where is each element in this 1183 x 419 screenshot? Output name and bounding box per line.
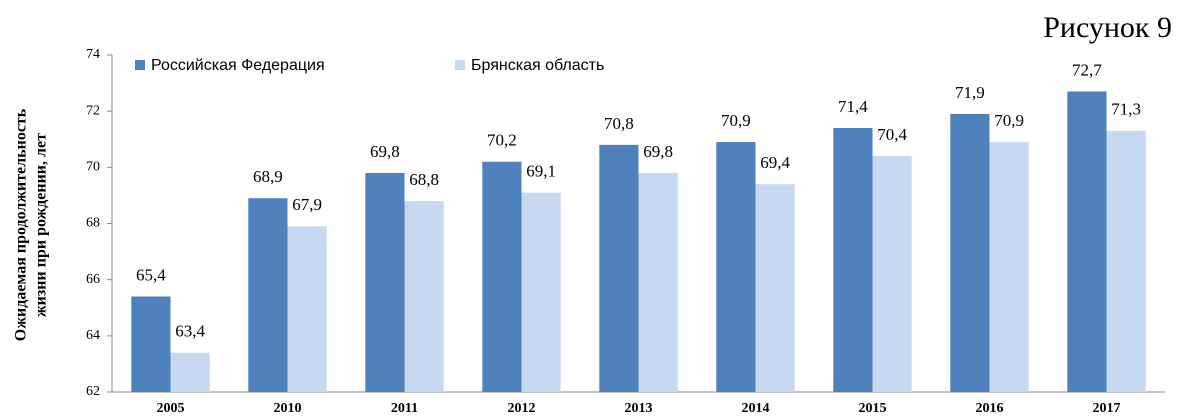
y-tick-label: 66 bbox=[86, 272, 100, 287]
bar bbox=[716, 142, 756, 392]
y-tick-label: 62 bbox=[86, 384, 100, 399]
y-tick-label: 72 bbox=[86, 103, 100, 118]
bar bbox=[404, 201, 444, 392]
value-label: 71,9 bbox=[955, 83, 985, 102]
bar bbox=[287, 226, 327, 392]
value-label: 70,4 bbox=[877, 125, 907, 144]
y-axis-label: Ожидаемая продолжительность жизни при ро… bbox=[13, 108, 50, 341]
y-axis-label-line: Ожидаемая продолжительность bbox=[13, 108, 30, 341]
x-tick-label: 2005 bbox=[157, 401, 185, 416]
bar bbox=[248, 198, 288, 392]
legend-label: Российская Федерация bbox=[151, 57, 325, 74]
value-label: 69,8 bbox=[370, 142, 400, 161]
legend-swatch bbox=[135, 60, 145, 70]
x-tick-label: 2012 bbox=[508, 401, 536, 416]
bar bbox=[833, 128, 873, 392]
value-label: 72,7 bbox=[1072, 60, 1102, 79]
bar bbox=[365, 172, 405, 392]
bar bbox=[599, 144, 639, 392]
bar bbox=[989, 142, 1029, 392]
value-label: 67,9 bbox=[292, 195, 322, 214]
x-tick-label: 2014 bbox=[742, 401, 770, 416]
bar bbox=[1106, 130, 1146, 392]
bar bbox=[482, 161, 522, 392]
value-label: 70,8 bbox=[604, 114, 634, 133]
y-tick-label: 70 bbox=[86, 160, 100, 175]
x-tick-label: 2011 bbox=[391, 401, 418, 416]
value-label: 70,9 bbox=[721, 111, 751, 130]
bar bbox=[950, 113, 990, 392]
x-tick-label: 2017 bbox=[1093, 401, 1121, 416]
value-label: 65,4 bbox=[136, 265, 166, 284]
value-label: 69,8 bbox=[643, 142, 673, 161]
x-tick-label: 2013 bbox=[625, 401, 653, 416]
bar bbox=[521, 192, 561, 392]
bar bbox=[755, 184, 795, 392]
value-label: 63,4 bbox=[175, 322, 205, 341]
value-label: 71,4 bbox=[838, 97, 868, 116]
figure-label: Рисунок 9 bbox=[1043, 11, 1172, 44]
bar bbox=[170, 352, 210, 392]
x-tick-label: 2010 bbox=[274, 401, 302, 416]
value-label: 68,9 bbox=[253, 167, 283, 186]
value-label: 70,2 bbox=[487, 131, 517, 150]
value-label: 71,3 bbox=[1111, 100, 1141, 119]
bar bbox=[131, 296, 171, 392]
y-axis-label-line: жизни при рождении, лет bbox=[33, 133, 50, 317]
x-tick-label: 2015 bbox=[859, 401, 887, 416]
value-label: 69,4 bbox=[760, 153, 790, 172]
value-label: 69,1 bbox=[526, 162, 556, 181]
y-tick-label: 64 bbox=[86, 328, 100, 343]
bar bbox=[1067, 91, 1107, 392]
bar bbox=[638, 172, 678, 392]
bar bbox=[872, 156, 912, 392]
legend-label: Брянская область bbox=[471, 57, 604, 74]
value-label: 70,9 bbox=[994, 111, 1024, 130]
y-tick-label: 68 bbox=[86, 216, 100, 231]
y-tick-label: 74 bbox=[86, 47, 100, 62]
value-label: 68,8 bbox=[409, 170, 439, 189]
x-tick-label: 2016 bbox=[976, 401, 1004, 416]
legend-swatch bbox=[455, 60, 465, 70]
